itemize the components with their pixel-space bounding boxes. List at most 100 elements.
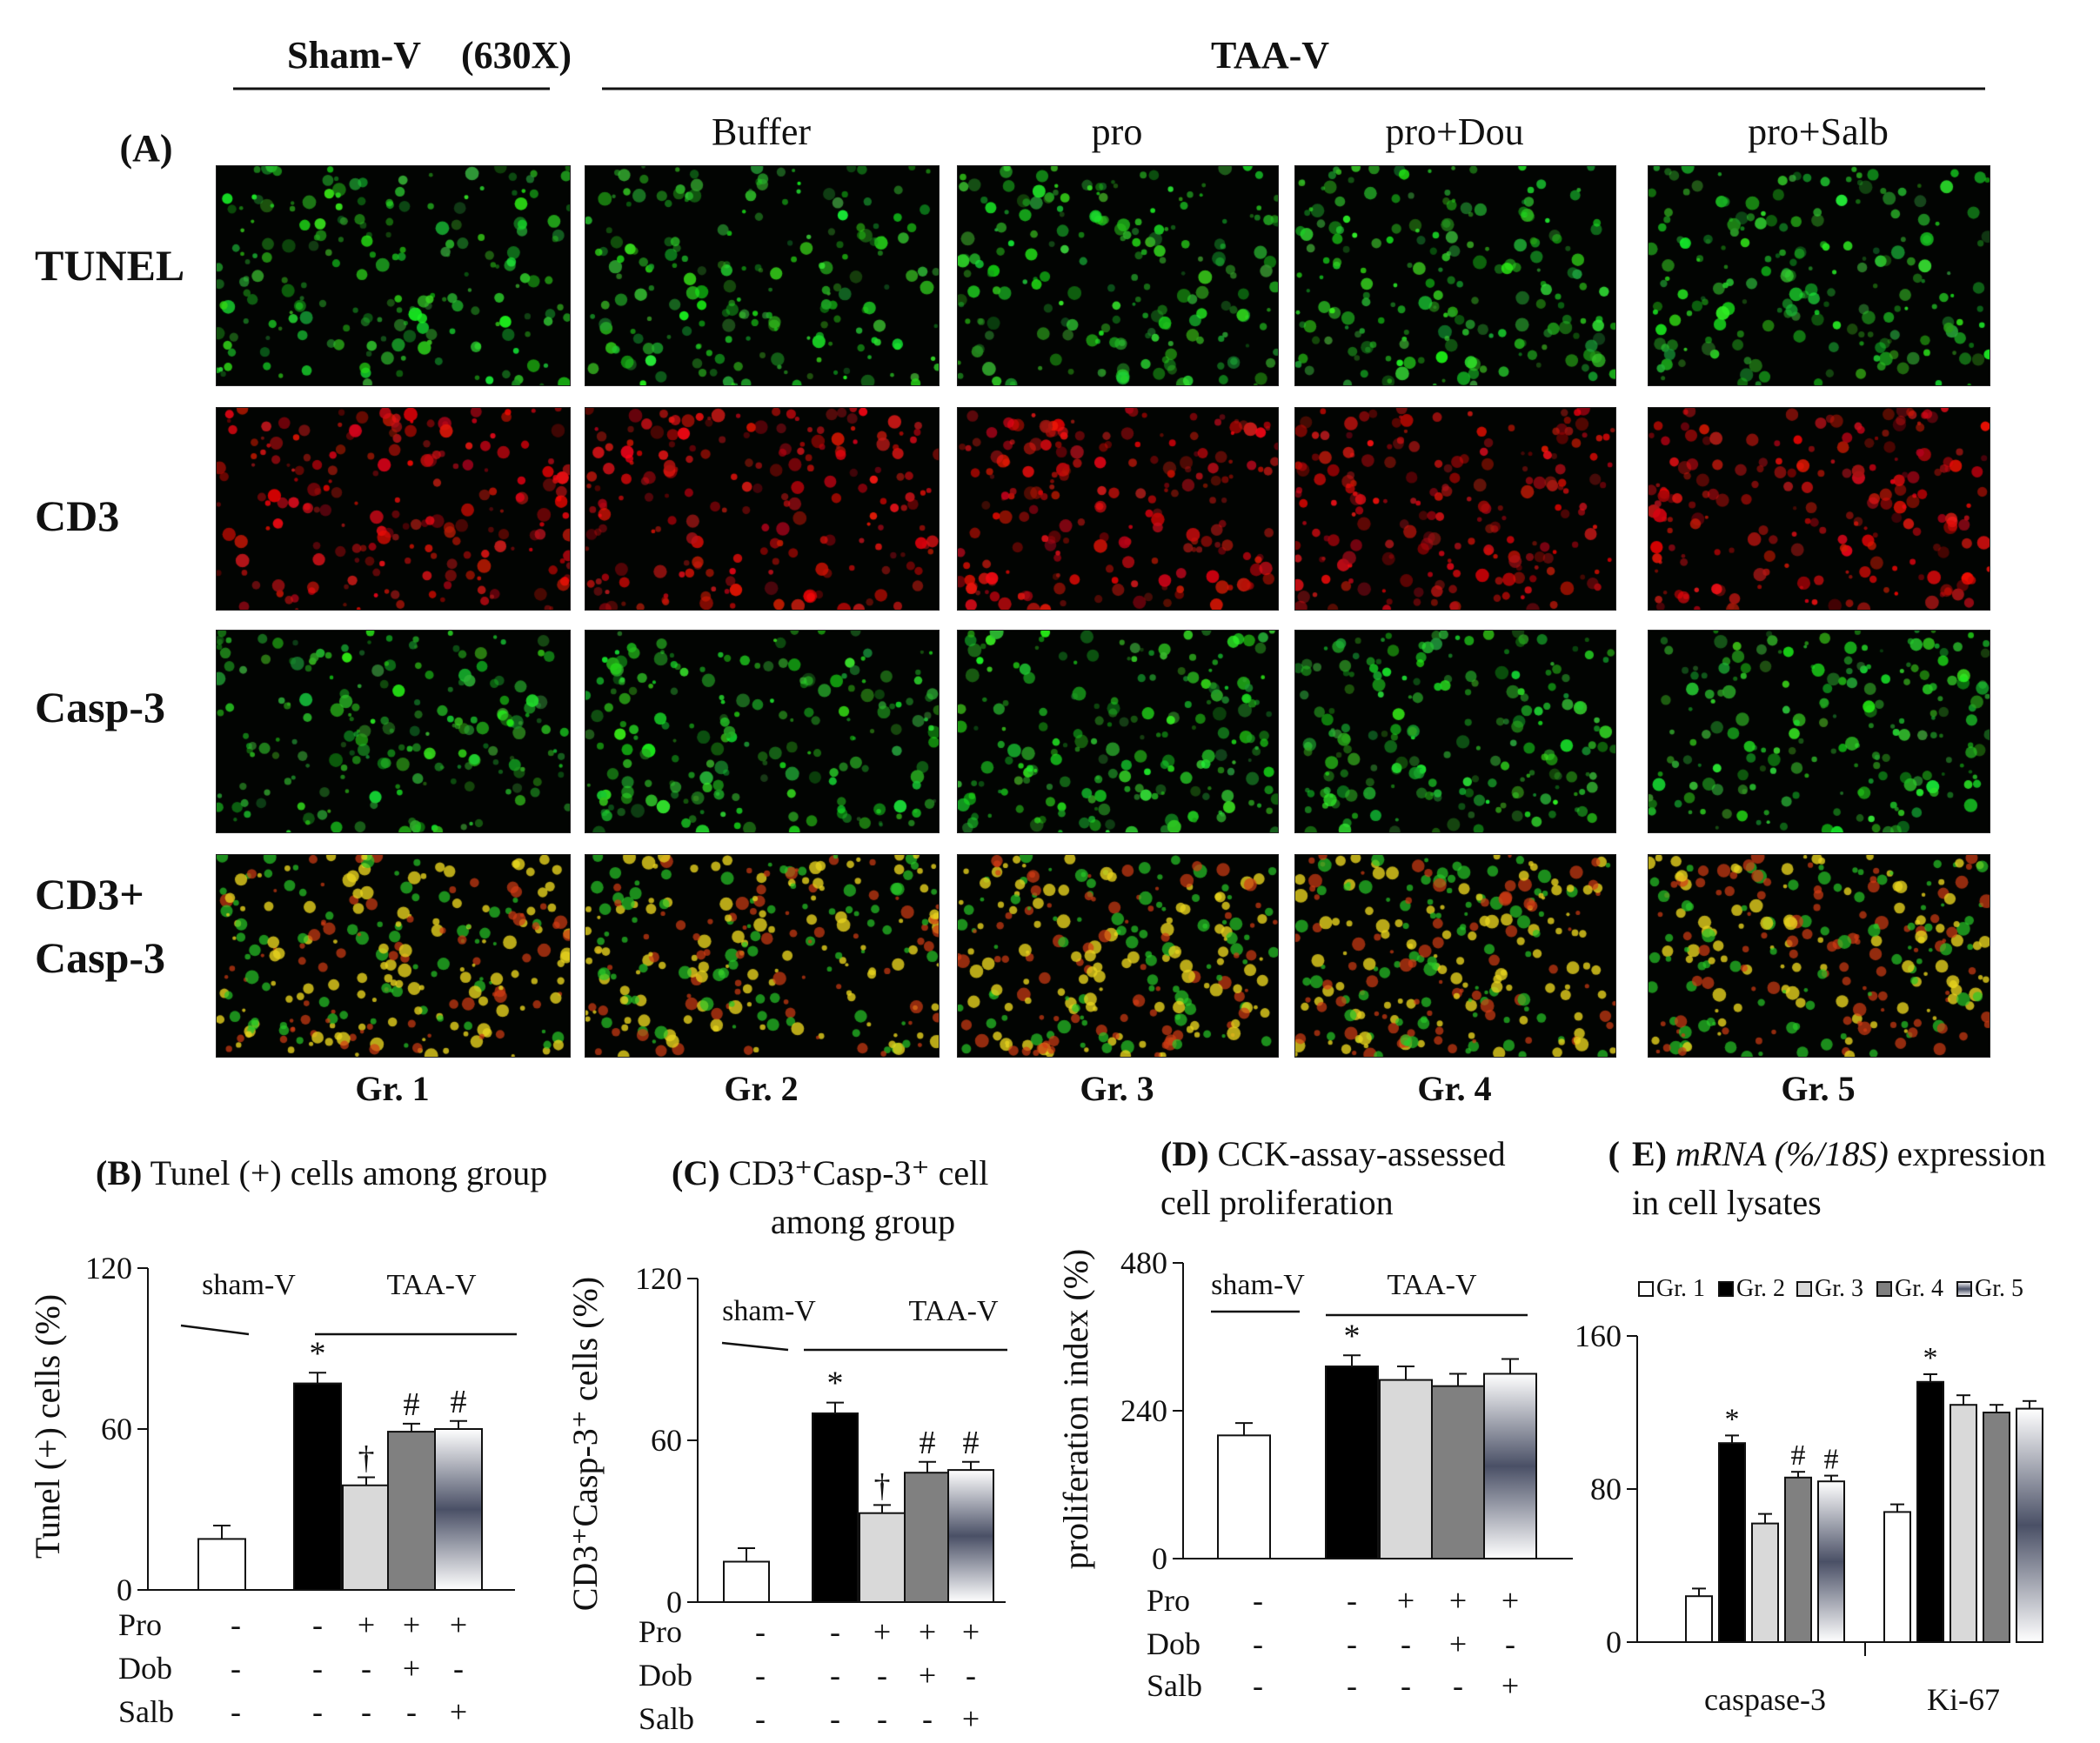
chart-B-sham-bracket	[180, 1324, 250, 1336]
micrograph-merge-gr2	[585, 854, 940, 1058]
legend-swatch-gr2	[1718, 1281, 1734, 1297]
chart-D-bar-gr3	[1379, 1379, 1433, 1560]
row-label-merge-line1: CD3+	[35, 870, 144, 918]
chart-B-ytick-label: 60	[101, 1412, 132, 1446]
chart-B-treatment-dob: Dob	[118, 1651, 172, 1686]
chart-D-sig-marker: *	[1344, 1318, 1361, 1354]
chart-C-ytick-label: 120	[635, 1261, 682, 1296]
legend-label-gr3: Gr. 3	[1815, 1275, 1863, 1302]
chart-E-bar-Ki-67-gr1	[1883, 1511, 1911, 1644]
chart-D-treatment-dob: Dob	[1147, 1626, 1200, 1661]
chart-B-title-text: Tunel (+) cells among group	[142, 1153, 547, 1192]
chart-E-title-line2: in cell lysates	[1632, 1183, 1822, 1222]
chart-D-sign: -	[1401, 1626, 1411, 1661]
micrograph-tunel-gr4	[1294, 165, 1616, 386]
micrograph-merge-gr4	[1294, 854, 1616, 1058]
chart-E-sig-marker: #	[1824, 1444, 1839, 1476]
chart-B-sig-marker: †	[358, 1440, 375, 1477]
chart-D-sign: -	[1253, 1583, 1263, 1618]
chart-D-ytick-label: 240	[1120, 1393, 1167, 1428]
chart-C-sign: -	[755, 1658, 766, 1693]
chart-D-title-line2: cell proliferation	[1160, 1183, 1394, 1222]
chart-C-taa-label: TAA-V	[908, 1295, 998, 1327]
chart-B-treatment-salb: Salb	[118, 1694, 174, 1729]
chart-C-title-label: (C)	[672, 1153, 720, 1192]
chart-E-bar-Ki-67-gr5	[2016, 1407, 2043, 1643]
micrograph-merge-gr3	[957, 854, 1279, 1058]
column-title-2: Buffer	[712, 110, 811, 153]
chart-B-sign: +	[450, 1607, 467, 1642]
chart-E-bar-caspase-3-gr1	[1685, 1595, 1713, 1643]
chart-D-title-label: (D)	[1160, 1134, 1209, 1173]
chart-D-ytick-label: 480	[1120, 1245, 1167, 1280]
chart-E-ytick-label: 0	[1606, 1625, 1622, 1660]
magnification-label: (630X)	[461, 34, 572, 77]
chart-D-sign: +	[1501, 1583, 1519, 1618]
chart-E-ytick-label: 80	[1590, 1472, 1622, 1506]
micrograph-tunel-gr3	[957, 165, 1279, 386]
chart-B-sign: -	[312, 1651, 323, 1686]
chart-C-sign: -	[755, 1701, 766, 1736]
chart-C-title-line2: among group	[771, 1202, 955, 1241]
chart-D-sign: -	[1401, 1668, 1411, 1703]
chart-B-bar-gr4	[387, 1431, 436, 1592]
chart-B-sign: -	[361, 1651, 371, 1686]
chart-B-sign: +	[358, 1607, 375, 1642]
chart-C-sign: +	[919, 1658, 936, 1693]
chart-D-sign: -	[1347, 1583, 1357, 1618]
chart-E-bar-Ki-67-gr2	[1916, 1380, 1944, 1644]
micrograph-cd3-gr3	[957, 407, 1279, 611]
panel-a-label: (A)	[119, 127, 172, 170]
chart-E-bar-caspase-3-gr4	[1784, 1476, 1812, 1644]
micrograph-casp3-gr2	[585, 630, 940, 833]
chart-B-sign: -	[361, 1694, 371, 1729]
chart-C-bar-gr1	[723, 1560, 770, 1603]
chart-C-y-label: CD3⁺Casp-3⁺ cells (%)	[565, 1277, 605, 1611]
chart-D-bar-gr1	[1217, 1434, 1271, 1560]
micrograph-tunel-gr1	[216, 165, 571, 386]
chart-C-sham-label: sham-V	[722, 1295, 816, 1327]
chart-E-title-part-1: mRNA (%/18S)	[1667, 1134, 1889, 1173]
chart-E-sig-marker: *	[1725, 1403, 1740, 1435]
column-title-3: pro	[1092, 110, 1143, 153]
chart-D-bar-gr2	[1325, 1366, 1379, 1559]
chart-D-sign: -	[1253, 1668, 1263, 1703]
chart-D-sign: -	[1347, 1626, 1357, 1661]
chart-B-bar-gr2	[293, 1382, 342, 1592]
micrograph-cd3-gr4	[1294, 407, 1616, 611]
chart-B-bar-gr3	[342, 1484, 391, 1591]
chart-C-ytick-label: 0	[666, 1585, 682, 1619]
chart-C-sign: -	[966, 1658, 976, 1693]
micrograph-tunel-gr5	[1648, 165, 1990, 386]
group-label-1: Gr. 1	[355, 1069, 429, 1108]
row-label-tunel: TUNEL	[35, 241, 184, 290]
legend-swatch-gr1	[1638, 1281, 1654, 1297]
chart-B-y-label: Tunel (+) cells (%)	[28, 1294, 67, 1559]
micrograph-tunel-gr2	[585, 165, 940, 386]
chart-D-taa-label: TAA-V	[1387, 1269, 1476, 1301]
chart-B-sign: -	[231, 1694, 241, 1729]
chart-C-bar-gr2	[812, 1412, 859, 1603]
chart-E-bar-caspase-3-gr5	[1817, 1480, 1845, 1643]
chart-C-treatment-dob: Dob	[639, 1658, 692, 1693]
chart-B-title: (B) Tunel (+) cells among group	[96, 1153, 547, 1192]
micrograph-cd3-gr2	[585, 407, 940, 611]
chart-E-bar-Ki-67-gr4	[1983, 1412, 2010, 1643]
chart-E-category-label: caspase-3	[1704, 1682, 1826, 1717]
group-label-4: Gr. 4	[1417, 1069, 1491, 1108]
chart-C-sign: +	[962, 1614, 980, 1649]
chart-E-bar-caspase-3-gr2	[1718, 1442, 1746, 1643]
chart-D-sham-label: sham-V	[1211, 1269, 1305, 1301]
chart-E-title-paren: (	[1608, 1134, 1620, 1173]
legend-label-gr5: Gr. 5	[1975, 1275, 2023, 1302]
chart-C-sig-marker: #	[920, 1425, 936, 1461]
chart-D-sign: -	[1347, 1668, 1357, 1703]
micrograph-casp3-gr1	[216, 630, 571, 833]
micrograph-merge-gr1	[216, 854, 571, 1058]
chart-D-sign: -	[1253, 1626, 1263, 1661]
chart-B-bar-gr1	[197, 1538, 246, 1591]
chart-D-ytick-label: 0	[1152, 1541, 1167, 1576]
chart-E-bar-Ki-67-gr3	[1950, 1404, 1977, 1643]
chart-B-sign: -	[406, 1694, 417, 1729]
chart-D-bar-gr5	[1483, 1372, 1537, 1559]
